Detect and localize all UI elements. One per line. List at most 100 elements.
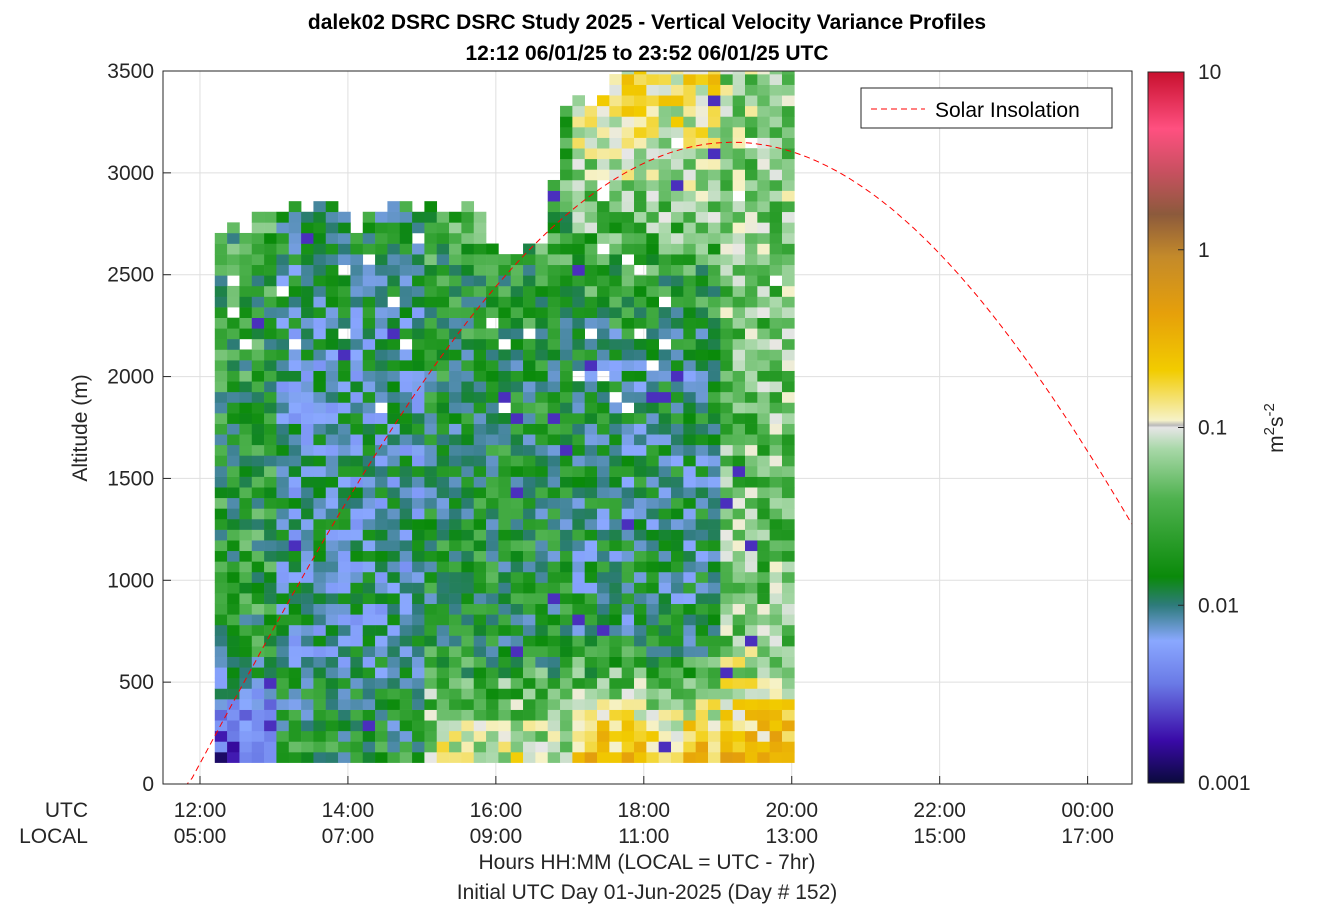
heatmap-cell <box>449 455 462 467</box>
heatmap-cell <box>214 508 228 520</box>
heatmap-cell <box>486 296 499 308</box>
heatmap-cell <box>227 730 240 742</box>
heatmap-cell <box>634 285 647 297</box>
heatmap-cell <box>325 466 339 477</box>
heatmap-cell <box>597 455 610 467</box>
heatmap-cell <box>769 540 783 552</box>
heatmap-cell <box>609 752 622 763</box>
heatmap-cell <box>708 476 721 488</box>
heatmap-cell <box>214 317 228 329</box>
heatmap-cell <box>781 497 795 509</box>
heatmap-cell <box>387 264 401 276</box>
heatmap-cell <box>732 349 746 361</box>
heatmap-cell <box>227 264 240 276</box>
heatmap-cell <box>375 593 388 605</box>
heatmap-cell <box>325 508 339 520</box>
heatmap-cell <box>375 275 388 287</box>
heatmap-cell <box>597 699 610 710</box>
heatmap-cell <box>338 677 351 689</box>
heatmap-cell <box>720 349 733 361</box>
heatmap-cell <box>276 476 290 488</box>
heatmap-cell <box>288 455 302 467</box>
heatmap-cell <box>609 402 622 414</box>
heatmap-cell <box>313 752 327 763</box>
heatmap-cell <box>732 137 746 149</box>
heatmap-cell <box>399 752 413 763</box>
heatmap-cell <box>399 434 413 446</box>
heatmap-cell <box>387 699 401 710</box>
heatmap-cell <box>387 243 401 255</box>
heatmap-cell <box>436 275 450 287</box>
heatmap-cell <box>399 667 413 679</box>
heatmap-cell <box>276 635 290 647</box>
heatmap-cell <box>239 667 253 679</box>
heatmap-cell <box>535 370 549 382</box>
heatmap-cell <box>362 338 376 350</box>
heatmap-cell <box>473 550 487 562</box>
heatmap-cell <box>412 413 425 424</box>
heatmap-cell <box>523 593 536 605</box>
heatmap-cell <box>781 476 795 488</box>
heatmap-cell <box>276 307 290 318</box>
heatmap-cell <box>436 402 450 414</box>
heatmap-cell <box>597 529 610 541</box>
heatmap-cell <box>695 285 709 297</box>
heatmap-cell <box>597 254 610 266</box>
heatmap-cell <box>708 540 721 552</box>
heatmap-cell <box>449 444 462 456</box>
heatmap-cell <box>732 95 746 107</box>
heatmap-cell <box>744 391 758 403</box>
heatmap-cell <box>399 656 413 668</box>
heatmap-cell <box>436 455 450 467</box>
heatmap-cell <box>646 116 659 128</box>
heatmap-cell <box>769 158 783 170</box>
heatmap-cell <box>621 381 635 393</box>
heatmap-cell <box>744 413 758 424</box>
heatmap-cell <box>757 730 770 742</box>
heatmap-cell <box>498 667 512 679</box>
heatmap-cell <box>523 243 536 255</box>
heatmap-cell <box>757 391 770 403</box>
heatmap-cell <box>313 603 327 615</box>
heatmap-cell <box>412 275 425 287</box>
heatmap-cell <box>486 646 499 657</box>
heatmap-cell <box>276 730 290 742</box>
heatmap-cell <box>510 275 524 287</box>
heatmap-cell <box>634 148 647 160</box>
heatmap-cell <box>510 285 524 297</box>
heatmap-cell <box>399 402 413 414</box>
heatmap-cell <box>781 603 795 615</box>
heatmap-cell <box>461 391 475 403</box>
heatmap-cell <box>399 391 413 403</box>
heatmap-cell <box>683 603 696 615</box>
heatmap-cell <box>769 688 783 700</box>
heatmap-cell <box>301 413 314 424</box>
heatmap-cell <box>276 582 290 594</box>
heatmap-cell <box>251 709 265 721</box>
legend: Solar Insolation <box>860 87 1113 129</box>
heatmap-cell <box>720 561 733 573</box>
heatmap-cell <box>387 529 401 541</box>
heatmap-cell <box>251 444 265 456</box>
heatmap-cell <box>486 476 499 488</box>
heatmap-cell <box>609 74 622 85</box>
heatmap-cell <box>720 370 733 382</box>
heatmap-cell <box>375 550 388 562</box>
heatmap-cell <box>498 624 512 636</box>
heatmap-cell <box>597 381 610 393</box>
heatmap-cell <box>424 688 438 700</box>
heatmap-cell <box>387 624 401 636</box>
heatmap-cell <box>535 455 549 467</box>
heatmap-cell <box>572 285 585 297</box>
heatmap-cell <box>769 497 783 509</box>
heatmap-cell <box>473 222 487 234</box>
heatmap-cell <box>671 487 684 499</box>
heatmap-cell <box>510 752 524 763</box>
heatmap-cell <box>375 328 388 340</box>
heatmap-cell <box>214 667 228 679</box>
heatmap-cell <box>436 476 450 488</box>
heatmap-cell <box>239 391 253 403</box>
heatmap-cell <box>387 677 401 689</box>
heatmap-cell <box>547 328 561 340</box>
heatmap-cell <box>387 307 401 318</box>
